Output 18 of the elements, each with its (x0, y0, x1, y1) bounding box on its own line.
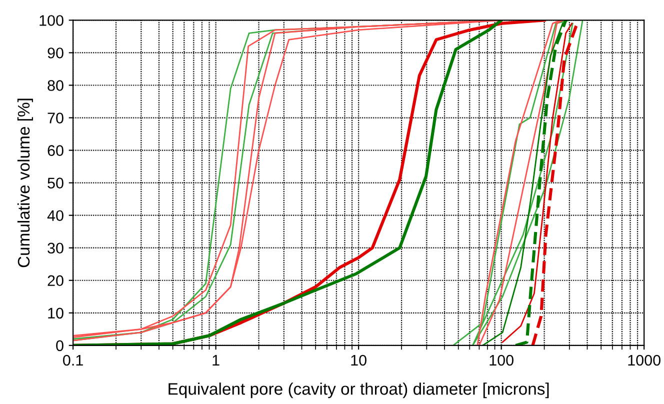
y-tick-label: 50 (48, 178, 64, 188)
x-tick-label: 0.1 (63, 354, 83, 366)
y-tick-label: 20 (48, 275, 64, 286)
y-tick-label: 70 (48, 112, 64, 124)
x-tick-label: 10 (351, 354, 366, 366)
x-tick-label: 100 (490, 354, 514, 366)
y-tick-label: 40 (47, 210, 64, 222)
y-tick-label: 90 (48, 48, 64, 58)
y-tick-label: 0 (56, 340, 64, 352)
y-axis-title: Cumulative volume [%] (17, 98, 33, 268)
y-tick-label: 10 (48, 308, 64, 319)
x-tick-label: 1 (212, 355, 220, 366)
x-tick-label: 1000 (628, 354, 660, 366)
y-tick-label: 60 (48, 145, 64, 156)
y-tick-label: 30 (48, 242, 64, 254)
y-tick-label: 100 (40, 15, 64, 26)
y-tick-label: 80 (48, 80, 64, 91)
x-axis-title: Equivalent pore (cavity or throat) diameter [microns] (168, 382, 549, 398)
